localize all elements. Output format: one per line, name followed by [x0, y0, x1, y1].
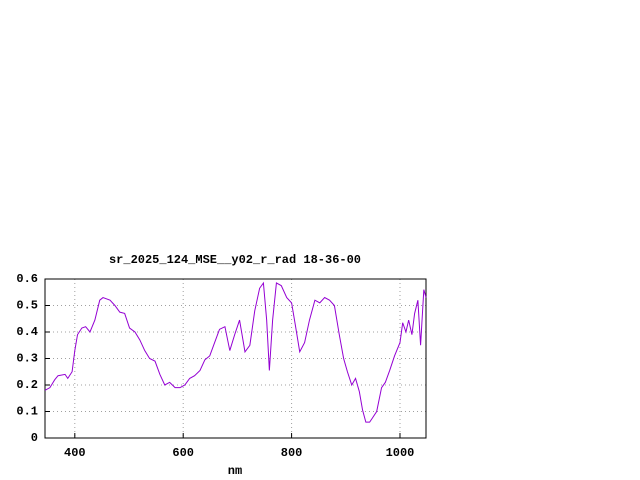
x-tick-label: 400 [64, 446, 86, 460]
y-tick-label: 0.6 [16, 272, 38, 286]
chart-title: sr_2025_124_MSE__y02_r_rad 18-36-00 [109, 253, 361, 267]
x-tick-label: 1000 [386, 446, 415, 460]
x-tick-label: 800 [281, 446, 303, 460]
y-tick-label: 0 [31, 431, 38, 445]
y-tick-label: 0.2 [16, 378, 38, 392]
data-line [44, 281, 427, 423]
x-tick-label: 600 [172, 446, 194, 460]
y-tick-label: 0.5 [16, 299, 38, 313]
plot-frame [44, 278, 427, 439]
y-tick-label: 0.3 [16, 352, 38, 366]
y-tick-label: 0.1 [16, 405, 38, 419]
y-tick-label: 0.4 [16, 325, 38, 339]
x-axis-label: nm [228, 464, 242, 478]
